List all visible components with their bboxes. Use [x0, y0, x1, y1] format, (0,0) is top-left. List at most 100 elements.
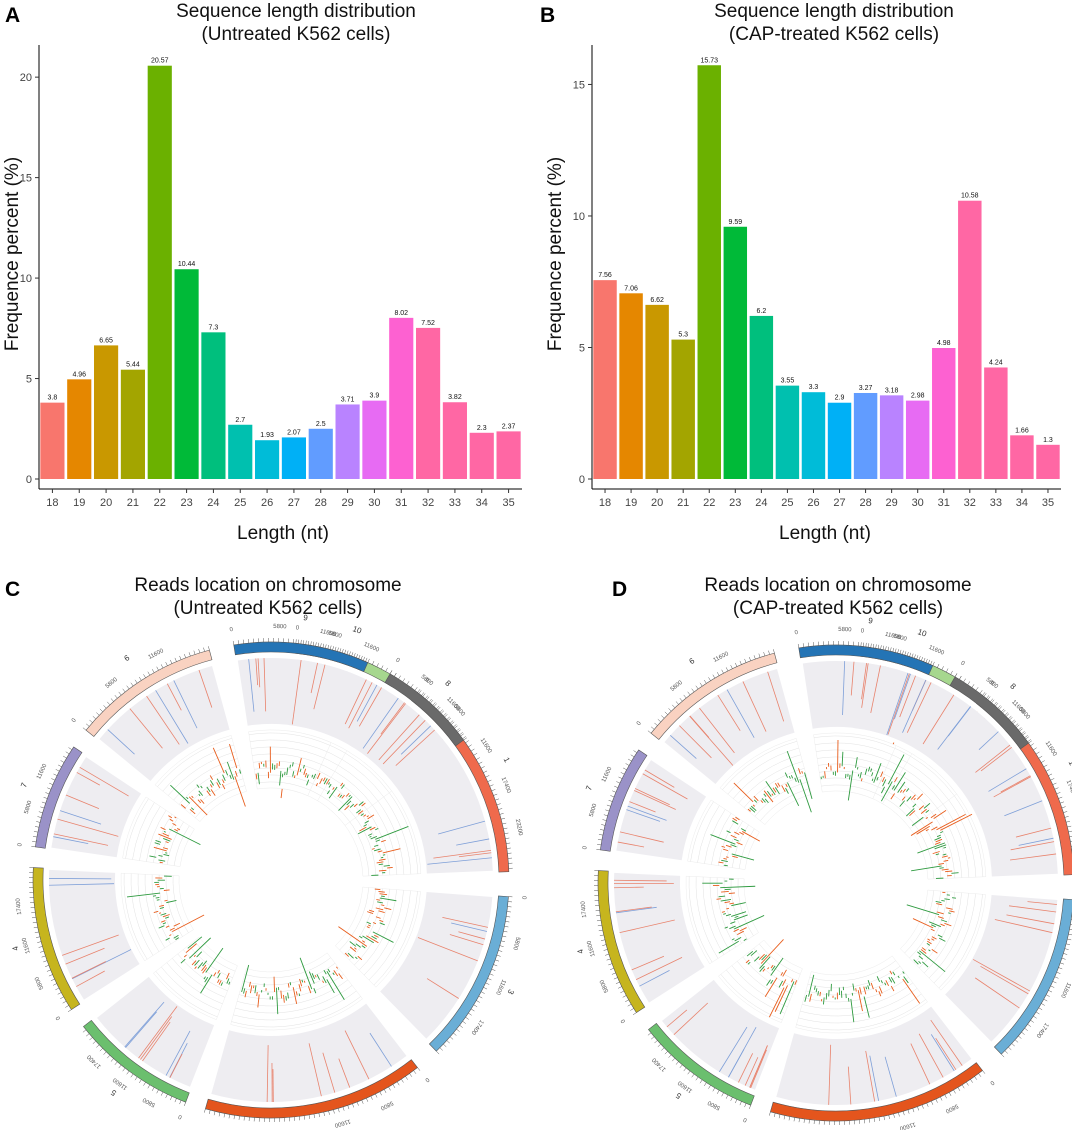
circos-d-scale-tick	[704, 1083, 706, 1086]
chart-b-bar-35	[1036, 445, 1059, 479]
circos-d-scale-tick	[684, 1068, 687, 1071]
circos-d-signal-bar-chr3	[948, 913, 950, 914]
circos-d-scale-tick	[597, 844, 601, 845]
circos-d-scale-tick	[676, 1062, 679, 1065]
circos-d-scale-tick	[1068, 934, 1072, 935]
circos-d-scale-tick	[749, 1105, 750, 1109]
circos-d-scale-tick	[1025, 1028, 1028, 1030]
circos-c-scale-tick	[43, 961, 47, 962]
circos-d-scale-tick	[955, 673, 957, 676]
circos-d-scale-tick	[696, 1077, 698, 1080]
circos-d-subtitle: (CAP-treated K562 cells)	[733, 598, 943, 619]
chart-b-y-tick-label: 15	[573, 79, 585, 91]
circos-c-scale-tick	[410, 1074, 412, 1077]
circos-c-scale-tick	[503, 828, 507, 829]
circos-c-scale-tick	[460, 1025, 463, 1027]
circos-c-scale-tick	[208, 646, 209, 650]
circos-d-scale-tick	[998, 705, 1001, 708]
circos-d-scale-tick	[954, 1090, 956, 1093]
chart-a-xlabel: Length (nt)	[237, 523, 329, 544]
circos-c-scale-label-chr4: 11600	[21, 936, 31, 954]
circos-c-scale-tick	[143, 1082, 145, 1085]
circos-c-scale-tick	[152, 669, 154, 672]
circos-d-scale-tick	[609, 800, 613, 801]
circos-c-scale-tick	[33, 836, 37, 837]
circos-c-scale-tick	[135, 1077, 137, 1080]
circos-d-scale-tick	[1005, 1051, 1008, 1054]
circos-c-scale-tick	[349, 651, 350, 655]
circos-d-scale-tick	[623, 768, 627, 770]
circos-c-scale-tick	[458, 730, 461, 732]
chart-b-bar-23	[724, 227, 747, 479]
chart-a-y-tick-label: 10	[20, 273, 32, 285]
chart-b-x-tick-label: 20	[651, 497, 663, 509]
chart-b-x-tick-label: 29	[886, 497, 898, 509]
circos-c-scale-tick	[357, 1102, 358, 1106]
circos-c-signal-bar-chr4	[159, 913, 161, 914]
circos-c-scale-tick	[39, 812, 43, 813]
circos-d-scale-label-chr9: 5800	[838, 627, 852, 633]
circos-d-scale-label-chr5: 0	[742, 1116, 748, 1123]
circos-d-chr-label-8: 8	[1008, 682, 1018, 692]
circos-d-scale-tick	[740, 661, 742, 665]
circos-c-scale-label-chr7: 11600	[36, 763, 49, 781]
circos-c-chr-label-4: 4	[10, 945, 20, 952]
circos-d-scale-tick	[607, 805, 611, 806]
circos-c-signal-bar-chr4	[156, 897, 160, 898]
circos-d-scale-tick	[888, 647, 889, 651]
circos-d-scale-tick	[917, 655, 918, 659]
circos-d-scale-tick	[890, 647, 891, 651]
circos-d-scale-tick	[661, 1048, 664, 1051]
circos-c-scale-tick	[399, 676, 401, 679]
circos-c-scale-tick	[313, 642, 314, 646]
circos-d-signal-bar-chr4	[726, 908, 729, 909]
circos-d-scale-tick	[889, 1115, 890, 1119]
circos-c-scale-tick	[471, 749, 474, 751]
circos-c-scale-tick	[61, 760, 64, 762]
circos-c-signal-bar-chr1	[387, 867, 393, 868]
circos-d-scale-tick	[976, 687, 978, 690]
circos-c-scale-tick	[506, 843, 510, 844]
circos-d-scale-label-chr1: 17400	[1065, 779, 1072, 797]
circos-c-scale-label-chr8: 0	[395, 657, 401, 664]
circos-d-scale-tick	[990, 699, 993, 702]
circos-c-scale-tick	[333, 646, 334, 650]
chart-b-y-tick-label: 10	[573, 211, 585, 223]
circos-c-scale-tick	[304, 1116, 305, 1120]
circos-c-chr-label-7: 7	[19, 781, 29, 789]
circos-c-scale-tick	[170, 1096, 172, 1100]
circos-d-scale-tick	[874, 1118, 875, 1122]
circos-d-scale-tick	[623, 995, 627, 997]
circos-c-signal-bar-chr9	[294, 775, 295, 778]
circos-c-scale-tick	[368, 659, 370, 663]
circos-d-scale-tick	[672, 1058, 675, 1061]
circos-d-scale-tick	[966, 1082, 968, 1085]
circos-d-scale-tick	[951, 671, 953, 675]
circos-d-scale-tick	[684, 695, 687, 698]
circos-c-scale-tick	[47, 970, 51, 972]
circos-c-scale-label-chr4: 0	[55, 1014, 62, 1021]
circos-d-scale-tick	[633, 1013, 636, 1015]
circos-d-scale-tick	[903, 1111, 904, 1115]
circos-d-scale-tick	[1006, 714, 1009, 717]
circos-c-scale-tick	[464, 738, 467, 740]
circos-d-scale-tick	[972, 684, 974, 687]
circos-d-scale-tick	[1067, 826, 1071, 827]
circos-d-scale-tick	[1044, 765, 1047, 767]
circos-d-scale-tick	[946, 669, 948, 673]
circos-c-scale-tick	[303, 640, 304, 644]
circos-d-chr-label-6: 6	[688, 656, 697, 666]
circos-c-scale-tick	[111, 698, 114, 701]
circos-c-scale-tick	[498, 808, 502, 809]
chart-b-data-label-22: 15.73	[700, 57, 718, 64]
circos-d-chr-label-10: 10	[916, 627, 928, 639]
circos-d-scale-label-chr3: 17400	[1034, 1021, 1049, 1039]
circos-c-scale-tick	[189, 652, 190, 656]
circos-d-scale-tick	[599, 930, 603, 931]
circos-c-scale-label-chr9: 0	[229, 627, 234, 634]
circos-c-scale-label-chr9: 5800	[273, 624, 287, 630]
chart-b-x-tick-label: 23	[729, 497, 741, 509]
circos-d-scale-tick	[648, 1033, 651, 1036]
circos-c-scale-tick	[229, 1114, 230, 1118]
circos-c-scale-tick	[441, 711, 444, 714]
